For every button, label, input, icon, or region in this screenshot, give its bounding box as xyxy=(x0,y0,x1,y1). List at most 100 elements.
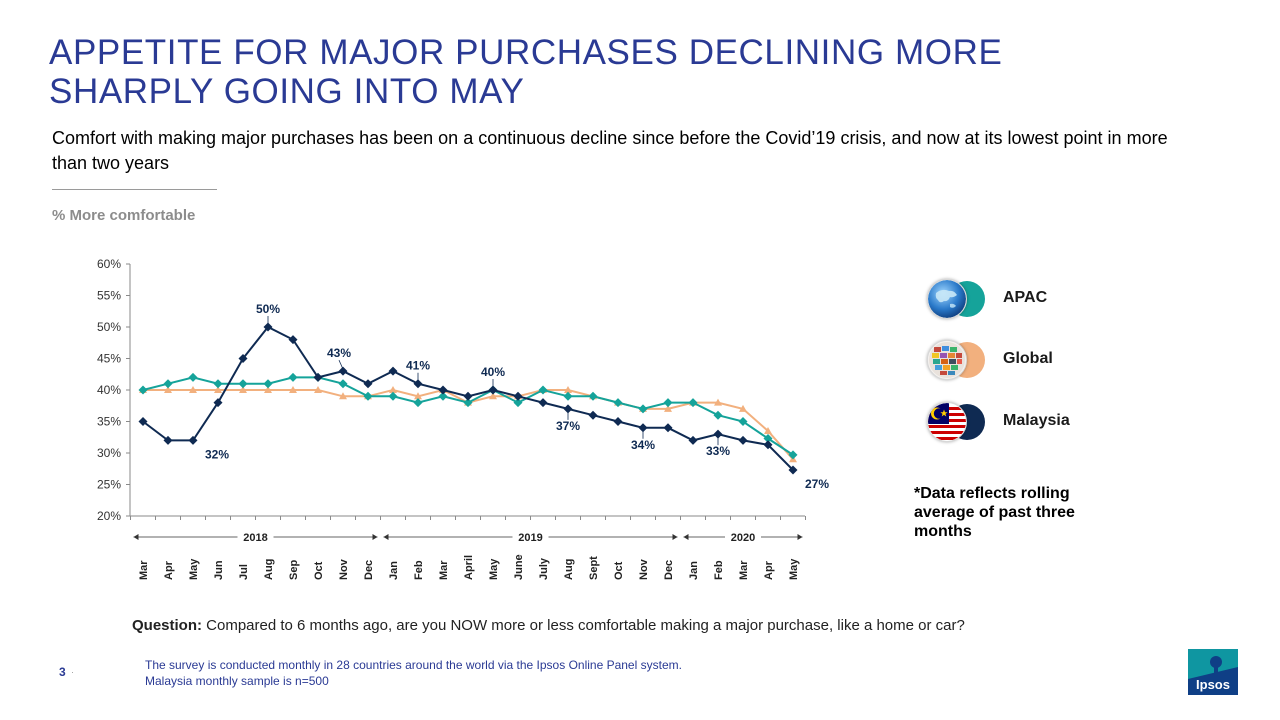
page-title: APPETITE FOR MAJOR PURCHASES DECLINING M… xyxy=(49,33,1199,111)
x-tick-label: Jan xyxy=(388,561,400,580)
data-point-apac xyxy=(363,391,373,401)
data-point-global xyxy=(714,398,722,406)
y-tick-label: 45% xyxy=(97,352,121,366)
data-point-malaysia xyxy=(713,429,723,439)
x-tick-label: Aug xyxy=(263,559,275,580)
legend-item-malaysia: Malaysia xyxy=(927,402,1127,442)
data-point-global xyxy=(314,386,322,393)
data-label: 37% xyxy=(556,419,580,433)
data-point-apac xyxy=(613,398,623,408)
x-tick-label: July xyxy=(538,557,550,580)
data-point-malaysia xyxy=(313,372,323,382)
data-point-global xyxy=(339,392,347,400)
data-point-malaysia xyxy=(788,465,798,475)
page-number-separator: · xyxy=(71,667,74,677)
data-point-malaysia xyxy=(688,435,698,445)
survey-question: Question: Compared to 6 months ago, are … xyxy=(132,617,965,634)
svg-text:Ipsos: Ipsos xyxy=(1196,677,1230,692)
data-point-global xyxy=(264,386,272,393)
question-label: Question: xyxy=(132,617,202,634)
data-point-malaysia xyxy=(663,423,673,433)
footer-line-1: The survey is conducted monthly in 28 co… xyxy=(145,658,682,672)
data-point-apac xyxy=(288,372,298,382)
question-text: Compared to 6 months ago, are you NOW mo… xyxy=(202,617,965,634)
data-point-malaysia xyxy=(188,435,198,445)
data-point-apac xyxy=(463,398,473,408)
data-point-global xyxy=(739,404,747,412)
x-tick-label: Apr xyxy=(763,560,775,580)
x-tick-label: Dec xyxy=(363,560,375,580)
data-point-apac xyxy=(663,398,673,408)
world-flags-globe-icon xyxy=(927,340,967,380)
data-point-malaysia xyxy=(388,366,398,376)
x-tick-label: Apr xyxy=(163,560,175,580)
y-tick-label: 25% xyxy=(97,478,121,492)
data-point-apac xyxy=(213,379,223,389)
x-tick-label: Sep xyxy=(288,560,300,580)
x-tick-label: May xyxy=(188,558,200,580)
data-point-apac xyxy=(738,417,748,426)
x-tick-label: Oct xyxy=(313,561,325,580)
x-tick-label: Feb xyxy=(713,560,725,580)
data-point-apac xyxy=(638,404,648,414)
data-point-malaysia xyxy=(213,398,223,408)
data-point-apac xyxy=(263,379,273,389)
x-tick-label: Feb xyxy=(413,560,425,580)
data-point-malaysia xyxy=(263,322,273,332)
unit-label: % More comfortable xyxy=(52,207,196,224)
legend-item-apac: APAC xyxy=(927,279,1127,319)
data-label: 27% xyxy=(805,477,829,491)
data-point-malaysia xyxy=(538,398,548,408)
x-tick-label: April xyxy=(463,555,475,580)
data-point-global xyxy=(289,386,297,393)
y-tick-label: 35% xyxy=(97,415,121,429)
data-label: 50% xyxy=(256,302,280,316)
data-point-malaysia xyxy=(763,440,773,450)
x-tick-label: Nov xyxy=(638,558,650,580)
x-tick-label: June xyxy=(513,554,525,580)
data-label: 41% xyxy=(406,359,430,373)
data-point-apac xyxy=(413,398,423,408)
x-tick-label: May xyxy=(488,558,500,580)
data-point-apac xyxy=(763,434,773,444)
title-line-1: APPETITE FOR MAJOR PURCHASES DECLINING M… xyxy=(49,33,1003,72)
year-bracket-arrow xyxy=(133,534,139,540)
year-label: 2020 xyxy=(731,532,755,544)
data-point-malaysia xyxy=(363,379,373,389)
y-tick-label: 40% xyxy=(97,383,121,397)
x-tick-label: Aug xyxy=(563,559,575,580)
x-tick-label: Jul xyxy=(238,564,250,580)
data-point-malaysia xyxy=(138,417,148,426)
x-tick-label: May xyxy=(788,558,800,580)
data-point-malaysia xyxy=(463,391,473,401)
x-tick-label: Oct xyxy=(613,561,625,580)
legend-item-global: Global xyxy=(927,340,1127,380)
data-point-apac xyxy=(338,379,348,389)
data-point-global xyxy=(564,386,572,393)
x-tick-label: Jun xyxy=(213,560,225,580)
data-point-apac xyxy=(688,398,698,408)
data-point-apac xyxy=(438,391,448,401)
data-point-apac xyxy=(513,398,523,408)
data-point-malaysia xyxy=(588,410,598,420)
data-point-malaysia xyxy=(163,435,173,445)
data-point-apac xyxy=(588,391,598,401)
data-point-malaysia xyxy=(563,404,573,414)
data-point-malaysia xyxy=(438,385,448,395)
data-point-apac xyxy=(788,450,798,460)
data-label: 32% xyxy=(205,447,229,461)
data-point-global xyxy=(389,386,397,393)
ipsos-logo: Ipsos xyxy=(1188,649,1238,695)
legend-label-apac: APAC xyxy=(1003,289,1048,306)
y-tick-label: 55% xyxy=(97,289,121,303)
footer-note: The survey is conducted monthly in 28 co… xyxy=(145,657,682,689)
legend-label-global: Global xyxy=(1003,350,1053,367)
x-tick-label: Sept xyxy=(588,556,600,580)
data-point-apac xyxy=(138,385,148,395)
data-point-malaysia xyxy=(488,385,498,395)
data-label: 43% xyxy=(327,346,351,360)
title-line-2: SHARPLY GOING INTO MAY xyxy=(49,72,525,111)
x-tick-label: Mar xyxy=(138,560,150,580)
year-bracket-arrow xyxy=(383,534,389,540)
